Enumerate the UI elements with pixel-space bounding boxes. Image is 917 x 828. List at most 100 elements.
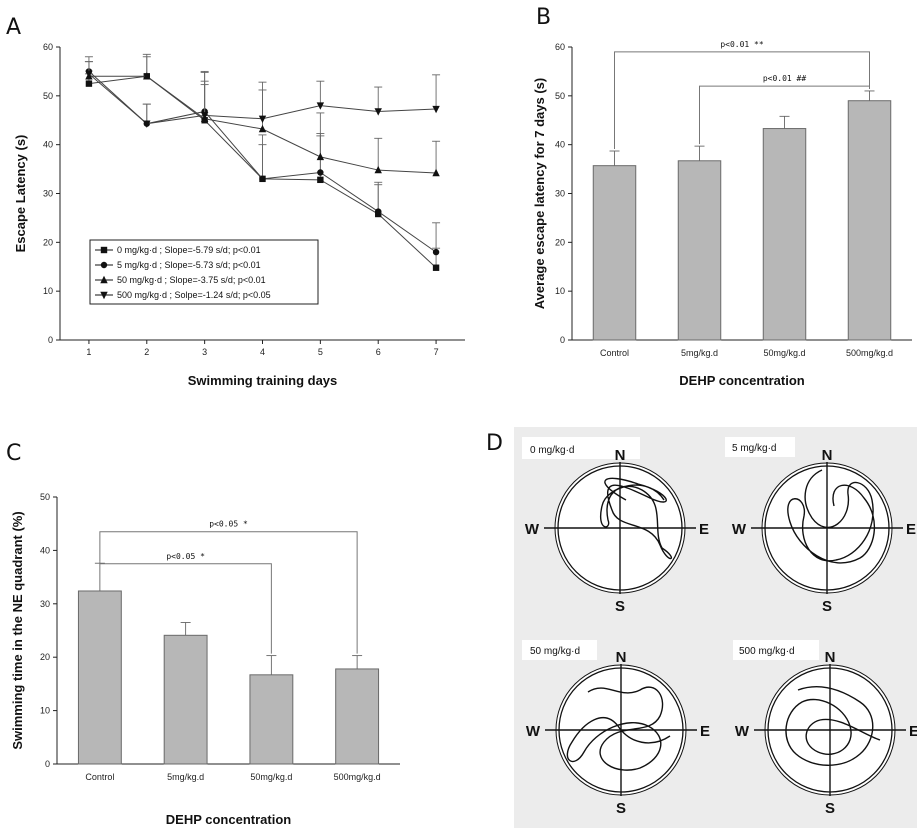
bar	[163, 634, 208, 765]
y-tick-label: 60	[43, 42, 53, 52]
y-tick-label: 30	[43, 189, 53, 199]
x-tick-label: 6	[376, 347, 381, 357]
y-tick-label: 0	[560, 335, 565, 345]
data-point	[374, 108, 382, 116]
x-tick-label: 5mg/kg.d	[681, 348, 718, 358]
y-axis-label: Escape Latency (s)	[13, 135, 28, 253]
bar	[77, 590, 122, 765]
compass-w: W	[526, 723, 541, 740]
compass-w: W	[732, 521, 747, 538]
compass-n: N	[615, 447, 626, 464]
data-point	[375, 208, 382, 215]
compass-n: N	[616, 649, 627, 666]
panel-label-a: A	[6, 15, 21, 40]
y-tick-label: 50	[40, 492, 50, 502]
significance-bracket	[99, 531, 358, 654]
compass-e: E	[909, 723, 917, 740]
x-tick-label: 1	[86, 347, 91, 357]
y-tick-label: 10	[40, 706, 50, 716]
track-dose-label: 0 mg/kg·d	[530, 445, 574, 456]
x-tick-label: 7	[434, 347, 439, 357]
x-tick-label: 5	[318, 347, 323, 357]
legend-marker	[100, 291, 108, 300]
swim-track	[787, 469, 876, 564]
significance-bracket	[699, 85, 870, 145]
x-tick-label: 500mg/kg.d	[334, 772, 381, 782]
data-point	[374, 165, 382, 174]
y-tick-label: 40	[43, 140, 53, 150]
legend-marker	[100, 275, 108, 284]
significance-label: p<0.05 *	[166, 552, 205, 561]
legend-marker	[100, 261, 108, 269]
y-tick-label: 0	[45, 759, 50, 769]
data-point	[200, 112, 209, 120]
compass-w: W	[735, 723, 750, 740]
legend-entry: 0 mg/kg·d ; Slope=-5.79 s/d; p<0.01	[117, 245, 261, 255]
bar	[677, 160, 722, 341]
x-tick-label: 4	[260, 347, 265, 357]
significance-bracket	[99, 561, 272, 654]
track-label-box	[522, 437, 640, 459]
track-dose-label: 50 mg/kg·d	[530, 646, 580, 657]
x-tick-label: 3	[202, 347, 207, 357]
data-point	[85, 80, 93, 87]
track-dose-label: 500 mg/kg·d	[739, 646, 795, 657]
y-axis-label: Average escape latency for 7 days (s)	[532, 78, 547, 309]
compass-w: W	[525, 521, 540, 538]
legend-box	[89, 239, 319, 305]
y-tick-label: 20	[43, 237, 53, 247]
x-tick-label: 500mg/kg.d	[846, 348, 893, 358]
data-point	[85, 70, 93, 79]
y-tick-label: 30	[40, 599, 50, 609]
compass-e: E	[700, 723, 710, 740]
swim-track	[785, 686, 881, 766]
data-point	[259, 175, 266, 183]
legend-entry: 500 mg/kg·d ; Solpe=-1.24 s/d; p<0.05	[117, 290, 271, 300]
compass-s: S	[616, 800, 626, 817]
track-label-box	[725, 437, 795, 457]
y-tick-label: 10	[43, 286, 53, 296]
bar	[249, 674, 294, 765]
data-point	[317, 169, 324, 176]
data-point	[317, 176, 324, 184]
y-tick-label: 30	[555, 189, 565, 199]
panel-label-d: D	[486, 431, 503, 456]
significance-bracket	[614, 51, 870, 150]
y-tick-label: 20	[555, 237, 565, 247]
compass-s: S	[822, 598, 832, 615]
compass-s: S	[615, 598, 625, 615]
x-tick-label: 5mg/kg.d	[167, 772, 204, 782]
compass-n: N	[825, 649, 836, 666]
x-axis-label: Swimming training days	[188, 373, 338, 388]
data-point	[143, 72, 151, 80]
y-axis-label: Swimming time in the NE quadrant (%)	[10, 511, 25, 749]
data-point	[432, 105, 440, 114]
y-tick-label: 10	[555, 286, 565, 296]
bar	[592, 165, 637, 341]
legend-marker	[100, 246, 108, 254]
x-tick-label: 50mg/kg.d	[250, 772, 292, 782]
data-point	[432, 264, 440, 271]
y-tick-label: 40	[40, 545, 50, 555]
significance-label: p<0.01 ##	[763, 74, 807, 83]
swim-track	[566, 686, 671, 771]
track-label-box	[522, 640, 597, 660]
y-tick-label: 0	[48, 335, 53, 345]
data-point	[316, 102, 325, 110]
x-axis-label: DEHP concentration	[679, 373, 805, 388]
data-point	[432, 248, 440, 256]
x-tick-label: Control	[85, 772, 114, 782]
x-tick-label: Control	[600, 348, 629, 358]
significance-label: p<0.01 **	[720, 40, 764, 49]
compass-n: N	[822, 447, 833, 464]
chart-c-ne-quadrant: 0 10 20 30 40 50 Control 5mg/kg.d 50mg/kg.d 500mg…	[10, 492, 400, 827]
chart-b-average-latency: 0 10 20 30 40 50 60 Control 5mg/kg.d 50mg/kg.d 500…	[532, 40, 912, 388]
x-tick-label: 50mg/kg.d	[763, 348, 805, 358]
x-tick-label: 2	[144, 347, 149, 357]
data-point	[316, 152, 325, 161]
chart-a-escape-latency: 0 10 20 30 40 50 60 1 2 3 4 5 6 7 Swimming training da…	[13, 42, 465, 388]
track-label-box	[733, 640, 819, 660]
panel-d-swim-tracks: N S W E 0 mg/kg·d N S W E 5 mg/kg·d N S W E 50 mg/kg·d…	[514, 427, 917, 828]
y-tick-label: 60	[555, 42, 565, 52]
